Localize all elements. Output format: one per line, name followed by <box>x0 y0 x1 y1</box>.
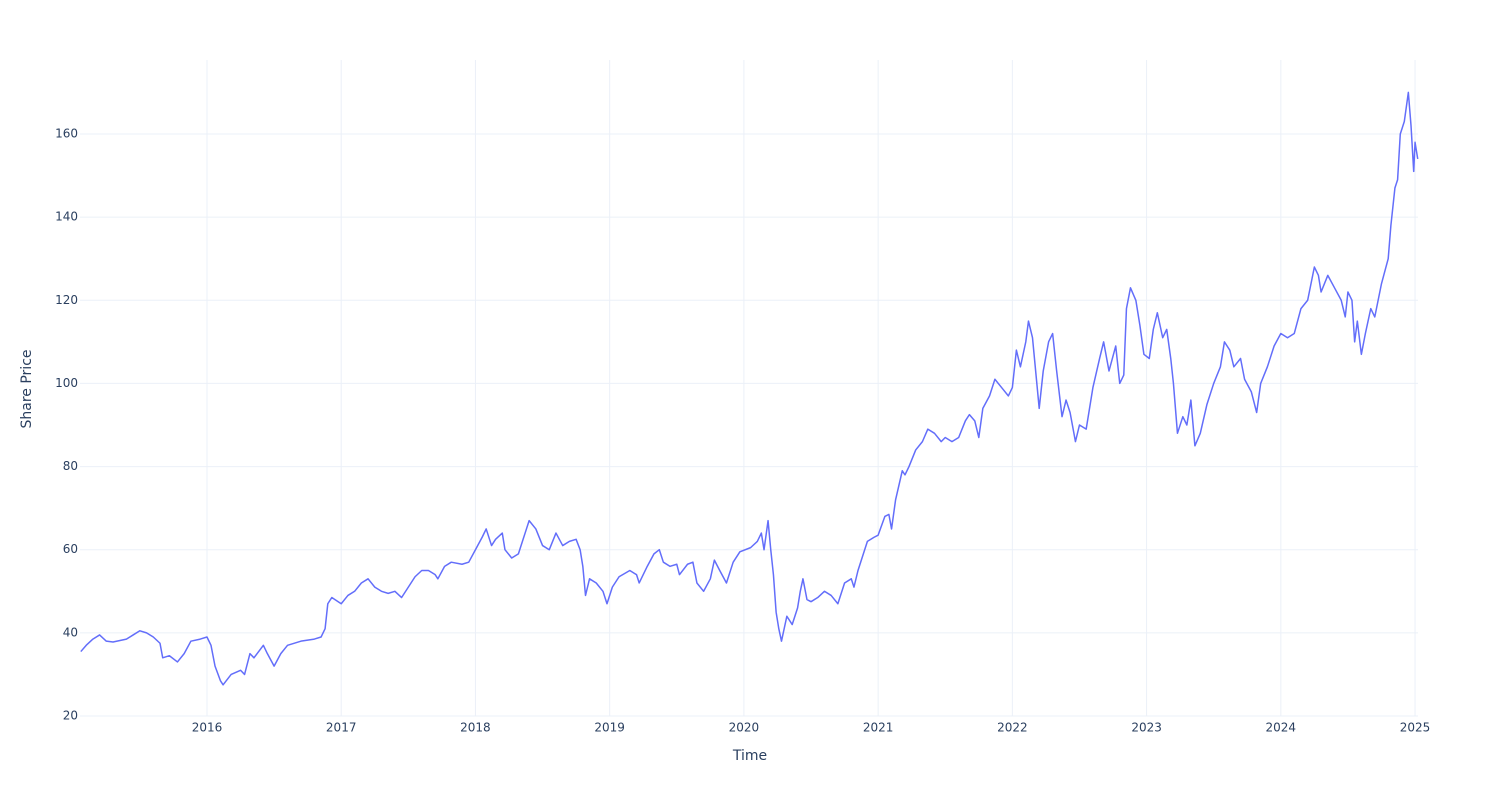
x-tick-label: 2022 <box>997 721 1028 735</box>
x-axis-title: Time <box>732 748 767 764</box>
x-tick-label: 2021 <box>863 721 894 735</box>
y-tick-label: 100 <box>55 376 78 390</box>
y-tick-label: 120 <box>55 293 78 307</box>
x-tick-label: 2024 <box>1266 721 1297 735</box>
y-tick-label: 140 <box>55 210 78 224</box>
y-tick-label: 80 <box>63 459 78 473</box>
y-axis-title: Share Price <box>19 349 35 428</box>
y-tick-label: 60 <box>63 542 78 556</box>
x-tick-label: 2025 <box>1400 721 1431 735</box>
price-line <box>80 91 1419 686</box>
x-tick-label: 2018 <box>460 721 491 735</box>
y-tick-label: 40 <box>63 625 78 639</box>
x-tick-label: 2019 <box>594 721 625 735</box>
x-tick-label: 2020 <box>729 721 760 735</box>
x-tick-label: 2017 <box>326 721 357 735</box>
y-tick-label: 160 <box>55 126 78 140</box>
x-tick-label: 2023 <box>1131 721 1162 735</box>
y-tick-label: 20 <box>63 709 78 723</box>
x-tick-label: 2016 <box>192 721 223 735</box>
